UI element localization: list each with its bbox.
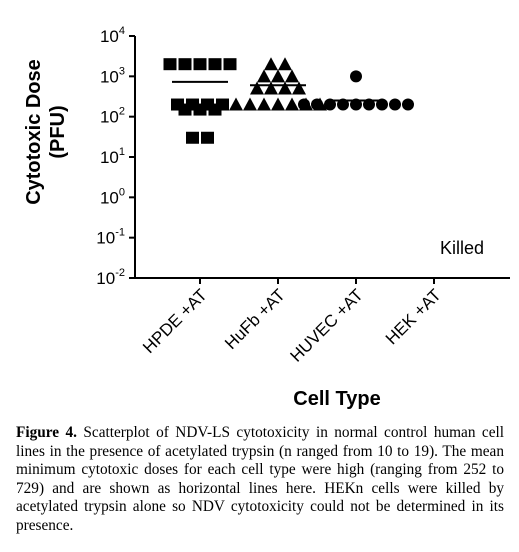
figure-caption: Figure 4. Scatterplot of NDV-LS cytotoxi… [16, 424, 504, 536]
data-point [278, 57, 292, 71]
data-points [163, 57, 414, 144]
y-tick-label: 102 [100, 106, 125, 127]
data-point [337, 98, 349, 111]
data-point [223, 58, 237, 71]
scatter-chart: Cytotoxic Dose (PFU) 10410310210110010-11… [23, 25, 510, 410]
y-tick-label: 100 [100, 186, 125, 207]
data-point [376, 98, 388, 111]
y-tick-label: 10-2 [96, 267, 125, 288]
data-point [257, 69, 271, 83]
x-tick-label: HPDE +AT [139, 285, 211, 357]
y-tick-label: 10-1 [96, 227, 125, 248]
y-tick-label: 101 [100, 146, 125, 167]
mean-lines [172, 80, 384, 102]
data-point [193, 58, 207, 71]
data-point [292, 81, 306, 95]
annotation-killed: Killed [440, 238, 484, 258]
data-point [271, 69, 285, 83]
data-point [324, 98, 336, 111]
data-point [311, 98, 323, 111]
x-tick-label: HEK +AT [382, 285, 445, 348]
data-point [278, 81, 292, 95]
y-axis-title-line: Cytotoxic Dose [23, 59, 45, 205]
data-point [257, 97, 271, 111]
x-axis-title: Cell Type [293, 388, 380, 410]
x-tick-label: HUVEC +AT [286, 285, 366, 365]
y-tick-label: 104 [100, 25, 125, 46]
data-point [216, 98, 229, 111]
x-tick-label: HuFb +AT [221, 285, 289, 353]
data-point [389, 98, 401, 111]
y-axis: 104 103 102 101 100 10-1 10-2 [96, 25, 136, 288]
data-point [264, 57, 278, 71]
data-point [285, 97, 299, 111]
data-point [229, 97, 243, 111]
data-point [201, 131, 214, 144]
caption-label: Figure 4. [16, 424, 77, 441]
y-axis-title: Cytotoxic Dose (PFU) [23, 59, 69, 205]
data-point [186, 98, 199, 111]
data-point [171, 98, 184, 111]
data-point [186, 131, 199, 144]
y-axis-title-line: (PFU) [47, 105, 69, 158]
data-point [208, 58, 222, 71]
data-point [271, 97, 285, 111]
data-point [201, 98, 214, 111]
data-point [250, 81, 264, 95]
data-point [363, 98, 375, 111]
caption-text: Scatterplot of NDV-LS cytotoxicity in no… [16, 424, 504, 534]
data-point [402, 98, 414, 111]
data-point [298, 98, 310, 111]
data-point [350, 98, 362, 111]
data-point [264, 81, 278, 95]
data-point [178, 58, 192, 71]
data-point [285, 69, 299, 83]
y-tick-label: 103 [100, 65, 125, 86]
data-point [243, 97, 257, 111]
data-point [163, 58, 177, 71]
data-point [350, 70, 362, 83]
